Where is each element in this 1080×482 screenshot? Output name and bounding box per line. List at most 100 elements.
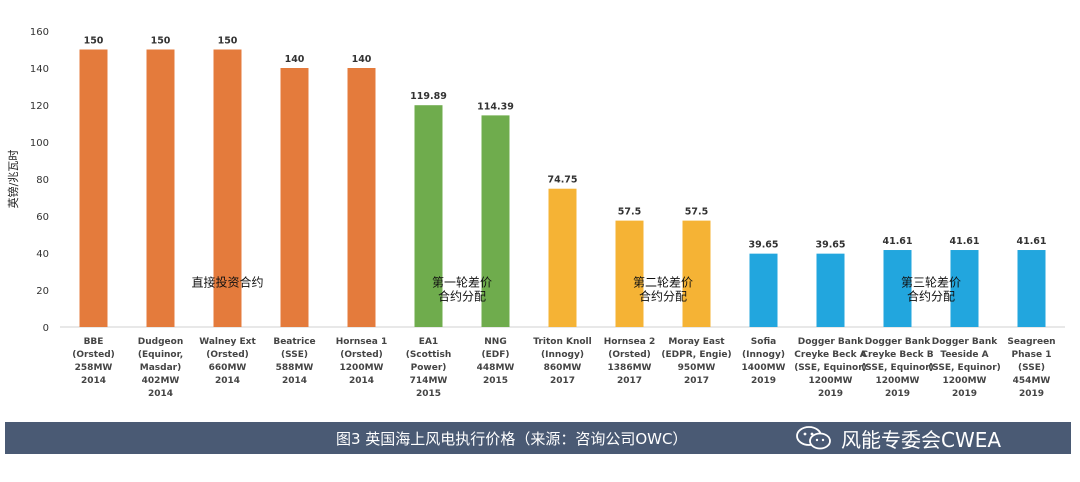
x-tick-label: Sofia (Innogy) 1400MW 2019 <box>742 337 786 386</box>
data-label: 39.65 <box>748 240 778 251</box>
x-tick-label-line: 2014 <box>349 376 374 386</box>
bar <box>280 68 309 327</box>
bar <box>950 250 979 327</box>
bar <box>347 68 376 327</box>
x-tick-label-line: Masdar) <box>140 363 181 373</box>
x-tick-label-line: 2015 <box>416 389 441 399</box>
x-tick-label-line: 448MW <box>477 363 515 373</box>
x-tick-label-line: 2017 <box>617 376 642 386</box>
bar <box>749 253 778 327</box>
data-label: 57.5 <box>618 207 641 218</box>
x-tick-label: Dogger Bank Creyke Beck A (SSE, Equinor) 12… <box>794 337 867 399</box>
x-tick-label-line: BBE <box>84 337 104 347</box>
bar <box>615 220 644 327</box>
x-tick-label: Moray East (EDPR, Engie) 950MW 2017 <box>661 337 731 386</box>
x-tick-label-line: 950MW <box>678 363 716 373</box>
x-tick-label-line: 2019 <box>952 389 977 399</box>
data-label: 140 <box>285 54 305 65</box>
annotation: 第三轮差价合约分配 <box>901 276 961 304</box>
y-tick-label: 0 <box>43 323 49 334</box>
x-tick-label-line: Beatrice <box>273 337 315 347</box>
x-tick-label-line: 860MW <box>544 363 582 373</box>
data-label: 74.75 <box>547 175 577 186</box>
x-tick-label-line: (EDPR, Engie) <box>661 350 731 360</box>
caption-bar <box>5 422 1071 454</box>
y-tick-label: 160 <box>30 27 49 38</box>
bar <box>816 253 845 327</box>
x-tick-label-line: 1200MW <box>340 363 384 373</box>
bar <box>883 250 912 327</box>
brand-text: 风能专委会CWEA <box>841 427 1002 452</box>
y-tick-label: 60 <box>36 212 49 223</box>
data-label: 39.65 <box>815 240 845 251</box>
x-tick-label-line: Dogger Bank <box>798 337 865 347</box>
x-tick-label-line: 714MW <box>410 376 448 386</box>
x-tick-label-line: 2014 <box>148 389 173 399</box>
y-tick-label: 80 <box>36 175 49 186</box>
x-tick-label-line: 2017 <box>684 376 709 386</box>
y-tick-label: 140 <box>30 64 49 75</box>
x-tick-label: NNG (EDF) 448MW 2015 <box>477 337 515 386</box>
y-axis-label: 英镑/兆瓦时 <box>6 150 20 209</box>
bar <box>146 49 175 327</box>
x-tick-label-line: 2019 <box>751 376 776 386</box>
x-tick-label: Triton Knoll (Innogy) 860MW 2017 <box>533 337 591 386</box>
x-tick-label-line: Sofia <box>751 337 776 347</box>
x-tick-label: Hornsea 1 (Orsted) 1200MW 2014 <box>336 337 388 386</box>
x-tick-label-line: (SSE, Equinor) <box>861 363 934 373</box>
bar <box>213 49 242 327</box>
x-tick-label-line: 1200MW <box>876 376 920 386</box>
x-tick-label: Dogger Bank Creyke Beck B (SSE, Equinor) 12… <box>861 337 934 399</box>
y-tick-label: 20 <box>36 286 49 297</box>
x-tick-label-line: Phase 1 <box>1012 350 1052 360</box>
x-tick-label-line: 2019 <box>1019 389 1044 399</box>
x-tick-label-line: (SSE) <box>1018 363 1045 373</box>
data-label: 41.61 <box>1016 236 1046 247</box>
x-tick-label-line: (Scottish <box>406 350 452 360</box>
bar <box>1017 250 1046 327</box>
x-tick-label-line: (SSE, Equinor) <box>928 363 1001 373</box>
annotation: 第二轮差价合约分配 <box>633 276 693 304</box>
x-tick-label-line: 402MW <box>142 376 180 386</box>
x-tick-label-line: NNG <box>484 337 506 347</box>
x-tick-label-line: Power) <box>411 363 447 373</box>
data-label: 114.39 <box>477 101 514 112</box>
bar <box>79 49 108 327</box>
x-tick-label-line: 2015 <box>483 376 508 386</box>
x-tick-label: Dogger Bank Teeside A (SSE, Equinor) 1200MW… <box>928 337 1001 399</box>
x-tick-label-line: Dogger Bank <box>865 337 932 347</box>
y-tick-label: 100 <box>30 138 49 149</box>
bar <box>414 105 443 328</box>
data-label: 119.89 <box>410 91 447 102</box>
x-tick-label-line: (SSE) <box>281 350 308 360</box>
x-tick-label-line: 454MW <box>1013 376 1051 386</box>
x-tick-label-line: Dudgeon <box>138 337 183 347</box>
x-tick-label-line: (SSE, Equinor) <box>794 363 867 373</box>
x-tick-label-line: (EDF) <box>482 350 510 360</box>
x-tick-label-line: (Innogy) <box>742 350 785 360</box>
brand-watermark: 风能专委会CWEA <box>795 423 1001 453</box>
x-tick-label-line: 2014 <box>215 376 240 386</box>
annotation-line: 合约分配 <box>639 289 687 304</box>
annotation-line: 合约分配 <box>907 289 955 304</box>
x-tick-label-line: 1200MW <box>943 376 987 386</box>
annotation: 直接投资合约 <box>191 275 263 290</box>
y-tick-label: 120 <box>30 101 49 112</box>
x-tick-label-line: 1200MW <box>809 376 853 386</box>
data-label: 57.5 <box>685 207 708 218</box>
wechat-icon <box>796 426 831 450</box>
x-tick-label-line: Creyke Beck B <box>861 350 933 360</box>
figure-caption: 图3 英国海上风电执行价格（来源：咨询公司OWC） <box>336 430 688 448</box>
x-tick-label-line: (Equinor, <box>138 350 183 360</box>
x-tick-label-line: Dogger Bank <box>932 337 999 347</box>
bar-chart: 0 20 40 60 80 100 120 140 160 英镑/兆瓦时 150 BBE (Orsted… <box>6 27 1065 399</box>
x-tick-label-line: (Orsted) <box>206 350 249 360</box>
x-tick-label-line: (Orsted) <box>340 350 383 360</box>
bar <box>481 115 510 327</box>
y-tick-label: 40 <box>36 249 49 260</box>
x-tick-label-line: Hornsea 2 <box>604 337 656 347</box>
x-tick-label-line: 2014 <box>282 376 307 386</box>
x-tick-label-line: Hornsea 1 <box>336 337 388 347</box>
x-tick-label-line: (Orsted) <box>72 350 115 360</box>
x-tick-label-line: Moray East <box>668 337 725 347</box>
